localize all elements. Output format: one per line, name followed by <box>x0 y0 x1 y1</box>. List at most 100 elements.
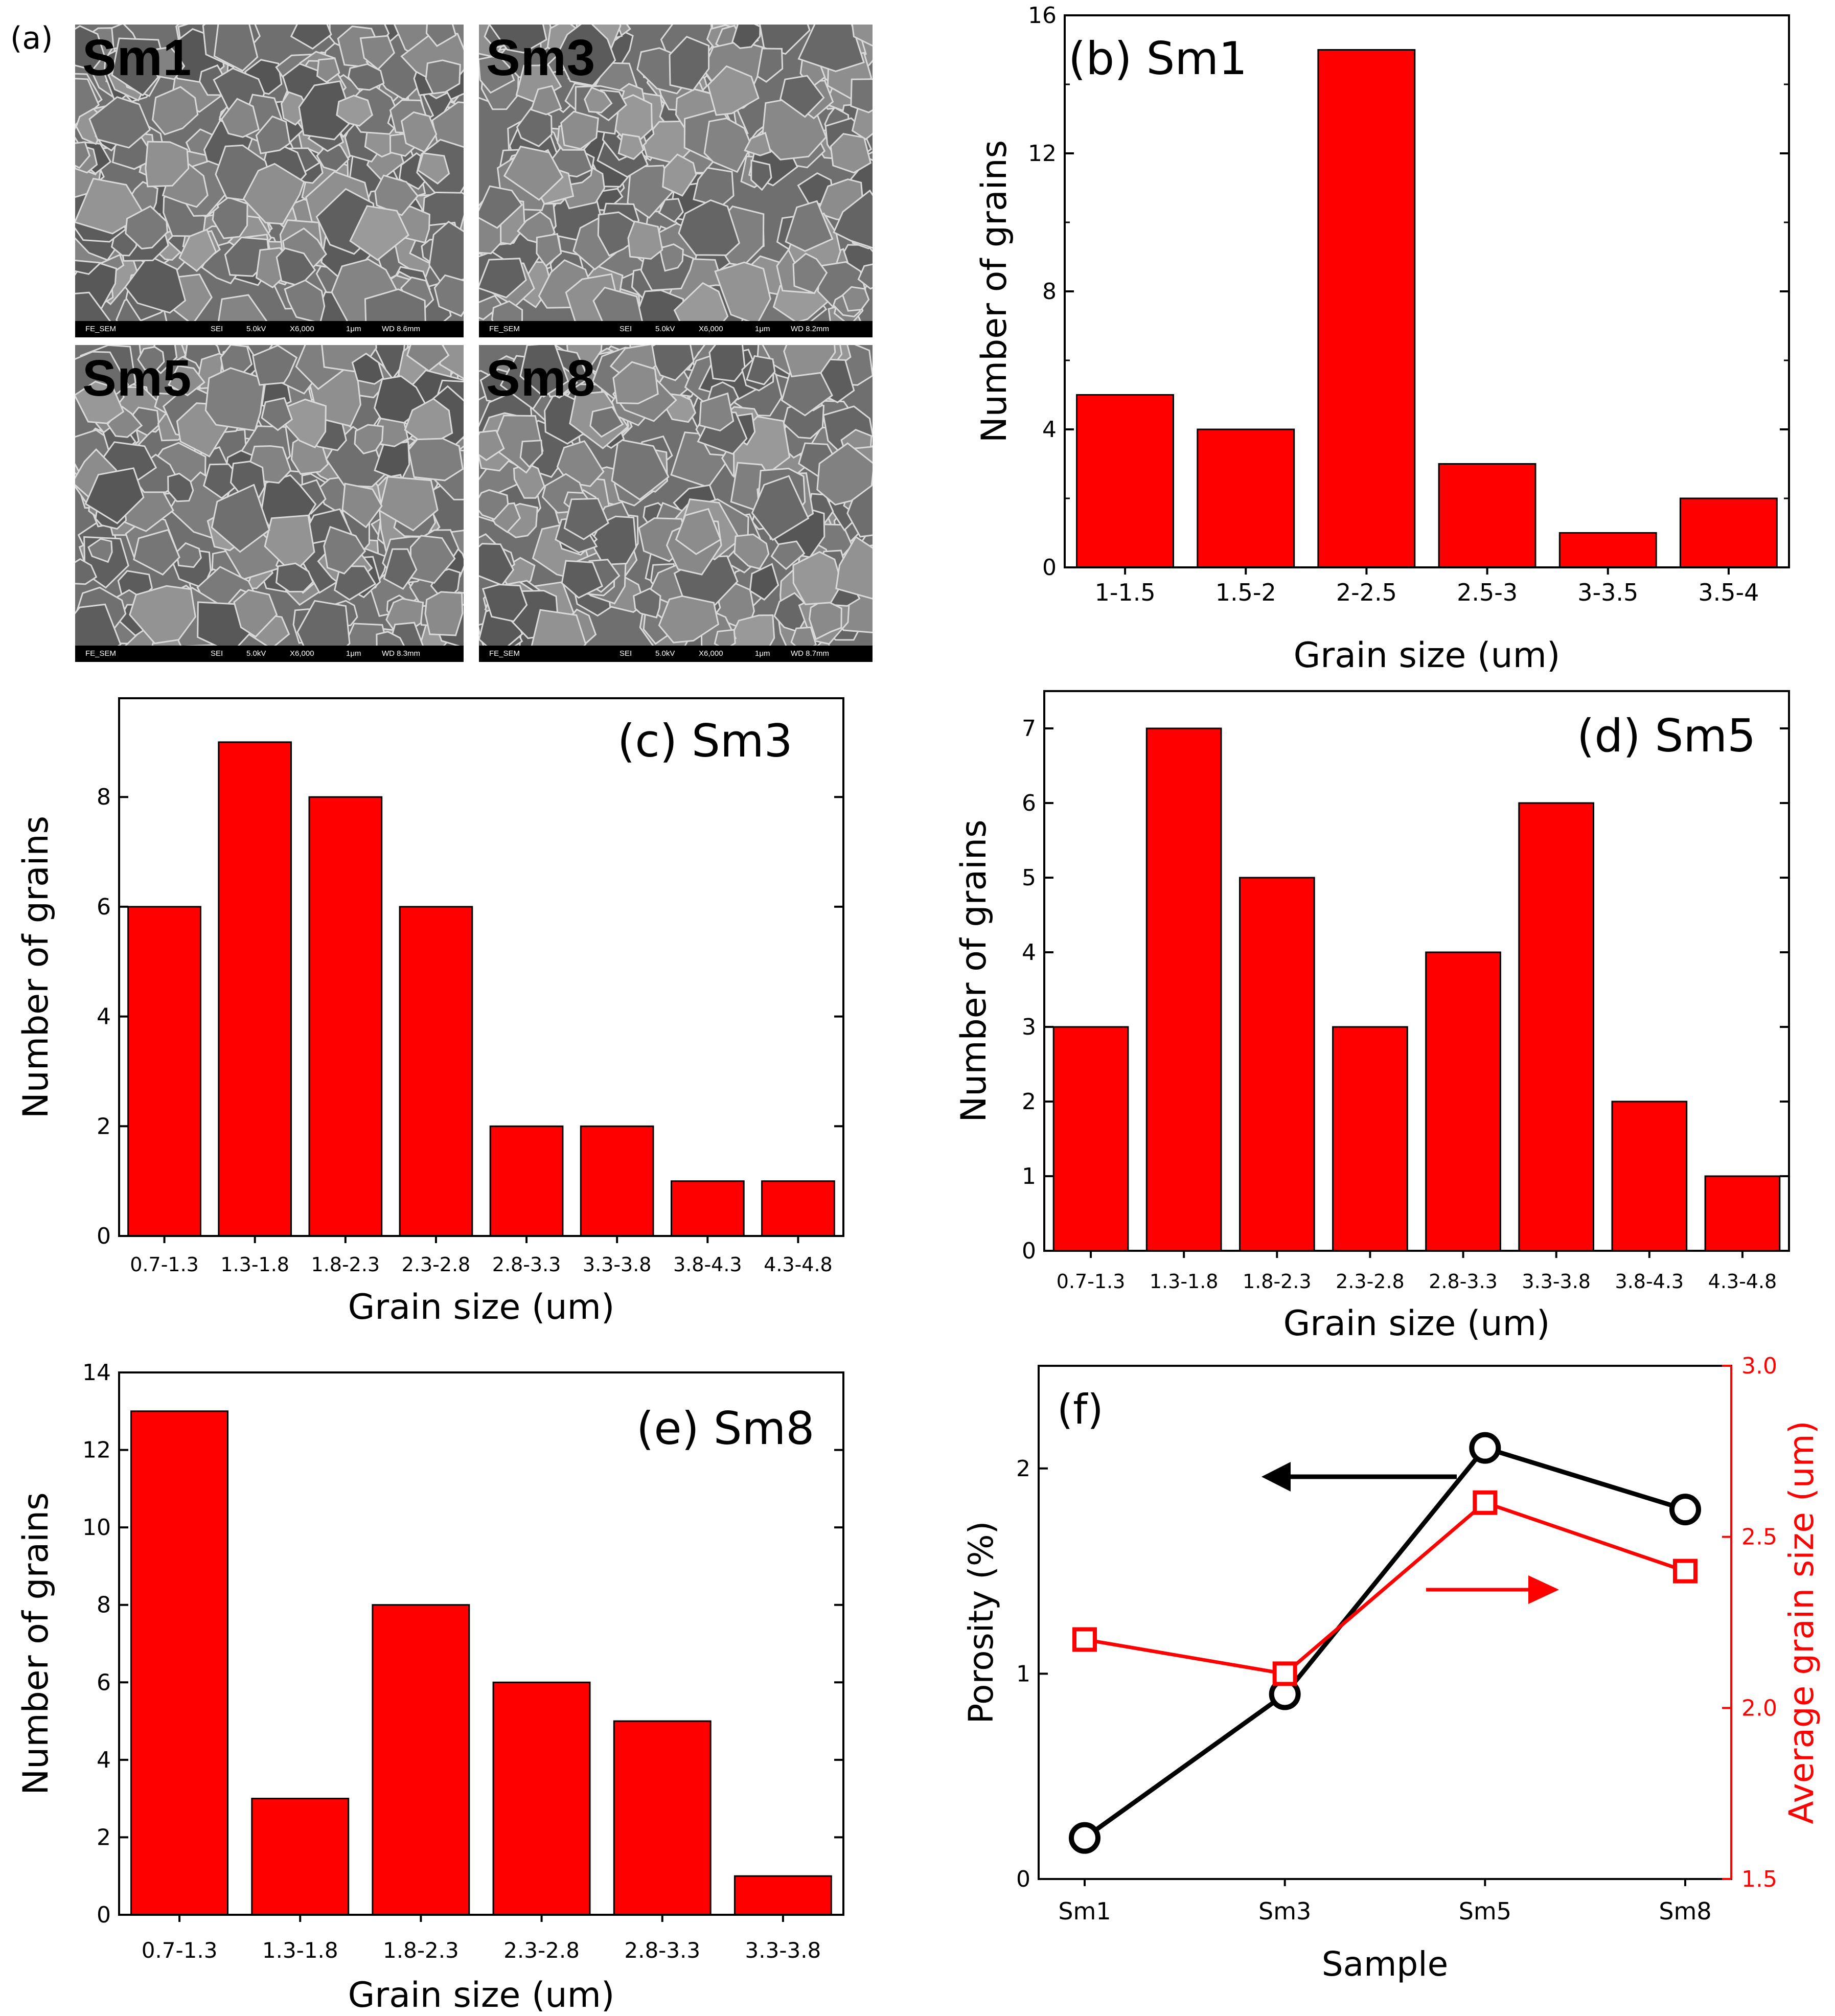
sem-grain <box>749 563 779 601</box>
sem-grain <box>785 200 834 252</box>
x-tick-label: Sm3 <box>1258 1897 1311 1925</box>
bar <box>1704 1175 1781 1252</box>
sem-grain <box>779 75 825 118</box>
bar <box>399 906 473 1237</box>
bar <box>1679 497 1778 568</box>
x-tick-label: 1.8-2.3 <box>1243 1270 1312 1293</box>
bar <box>1438 463 1536 568</box>
y-tick-label: 8 <box>97 784 111 810</box>
bar <box>733 1875 832 1916</box>
sem-grain <box>407 429 464 482</box>
sem-image-sm3: Sm3 FE_SEM SEI 5.0kV X6,000 1μm WD 8.2mm <box>479 25 873 337</box>
x-tick-label: 2.8-3.3 <box>492 1253 561 1276</box>
y-tick-label: 3 <box>1022 1014 1036 1040</box>
sem-grain <box>708 345 746 382</box>
chart-c: 0 2 4 6 8 0.7-1.3 1.3-1.8 1.8-2.3 2.3-2.8 2.8-3.3… <box>16 697 844 1327</box>
sem-grain <box>816 442 873 506</box>
y-tick-label: 2 <box>1022 1089 1036 1115</box>
sem-grain <box>75 141 90 169</box>
y-tick-label: 7 <box>1022 716 1036 742</box>
sem-grain <box>479 429 505 462</box>
sem-grain <box>213 25 259 72</box>
bar <box>671 1180 745 1237</box>
sem-grain <box>808 599 842 640</box>
sem-grain <box>168 365 205 397</box>
sem-grain <box>242 163 305 225</box>
x-tick-label: 1.8-2.3 <box>311 1253 380 1276</box>
bar <box>372 1604 470 1916</box>
bar <box>1052 1026 1129 1252</box>
sem-bar-voltage: 5.0kV <box>246 649 266 658</box>
sem-grain <box>584 86 613 113</box>
y-axis-label: Number of grains <box>974 140 1015 443</box>
sem-grain <box>374 174 419 216</box>
x-tick-label: 0.7-1.3 <box>142 1938 218 1963</box>
bar <box>489 1125 564 1237</box>
y-tick-label: 1 <box>1016 1661 1030 1687</box>
series-line <box>1084 1500 1686 1676</box>
bar <box>613 1720 712 1916</box>
sem-grain <box>841 286 870 312</box>
bar <box>1332 1026 1408 1252</box>
y-axis-label: Number of grains <box>16 816 56 1118</box>
plot-frame <box>1038 1365 1732 1880</box>
sem-grain <box>851 104 873 141</box>
y-tick-label: 0 <box>1022 1238 1036 1264</box>
sem-grain <box>659 243 684 272</box>
sem-bar-wd: WD 8.3mm <box>382 649 420 658</box>
y-right-tick-label: 1.5 <box>1741 1866 1777 1892</box>
y-axis-label: Number of grains <box>954 819 994 1122</box>
sem-grain <box>87 538 113 563</box>
bar <box>251 1798 350 1916</box>
sem-grain <box>424 591 464 636</box>
sem-grain <box>349 205 409 261</box>
chart-b: 0 4 8 12 16 1-1.5 1.5-2 2-2.5 2.5-3 3-3.5 3.5-4 (b)… <box>974 3 1790 676</box>
x-tick-label: 2.3-2.8 <box>503 1938 580 1963</box>
sem-grain <box>233 589 278 638</box>
panel-a-label: (a) <box>10 20 53 56</box>
chart-title: (c) Sm3 <box>617 715 793 767</box>
sem-grain <box>851 25 873 47</box>
sem-grain <box>359 35 396 71</box>
sem-info-bar: FE_SEM SEI 5.0kV X6,000 1μm WD 8.7mm <box>479 646 873 662</box>
point-square <box>1473 1490 1498 1515</box>
x-axis-label: Grain size (um) <box>1283 1303 1550 1344</box>
sem-bar-mode: SEI <box>211 325 223 333</box>
sem-grain <box>334 565 377 601</box>
bar <box>130 1410 228 1916</box>
sem-grain <box>488 25 547 54</box>
sem-grain <box>556 25 616 87</box>
point-square <box>1072 1627 1097 1652</box>
sem-grain <box>152 86 199 135</box>
sem-grain <box>336 95 374 127</box>
sem-grain <box>733 533 770 570</box>
bar <box>1425 951 1501 1252</box>
y-tick-label: 12 <box>82 1437 111 1463</box>
sem-image-sm5: Sm5 FE_SEM SEI 5.0kV X6,000 1μm WD 8.3mm <box>75 345 464 662</box>
sem-bar-instrument: FE_SEM <box>489 649 520 658</box>
bar <box>1197 428 1295 568</box>
sem-grain <box>707 65 760 116</box>
sem-grain <box>479 489 509 520</box>
bar <box>1317 49 1416 568</box>
sem-bar-instrument: FE_SEM <box>85 325 117 333</box>
bar <box>761 1180 835 1237</box>
y-tick-label: 5 <box>1022 865 1036 891</box>
x-tick-label: 0.7-1.3 <box>1057 1270 1126 1293</box>
x-tick-label: 3.8-4.3 <box>673 1253 742 1276</box>
y-tick-label: 8 <box>1042 279 1057 305</box>
sem-grain <box>792 551 843 605</box>
sem-grain <box>129 585 196 645</box>
y-tick-label: 1 <box>1022 1163 1036 1189</box>
sem-grain <box>699 392 735 432</box>
sem-label: Sm5 <box>82 350 192 407</box>
x-tick-label: 1.3-1.8 <box>220 1253 289 1276</box>
sem-bar-magnification: X6,000 <box>290 649 314 658</box>
sem-grain <box>255 115 291 154</box>
y-tick-label: 4 <box>97 1004 111 1030</box>
y-tick-label: 0 <box>1016 1866 1030 1892</box>
sem-grain <box>261 397 293 431</box>
sem-grain <box>145 141 190 188</box>
x-tick-label: 4.3-4.8 <box>764 1253 833 1276</box>
